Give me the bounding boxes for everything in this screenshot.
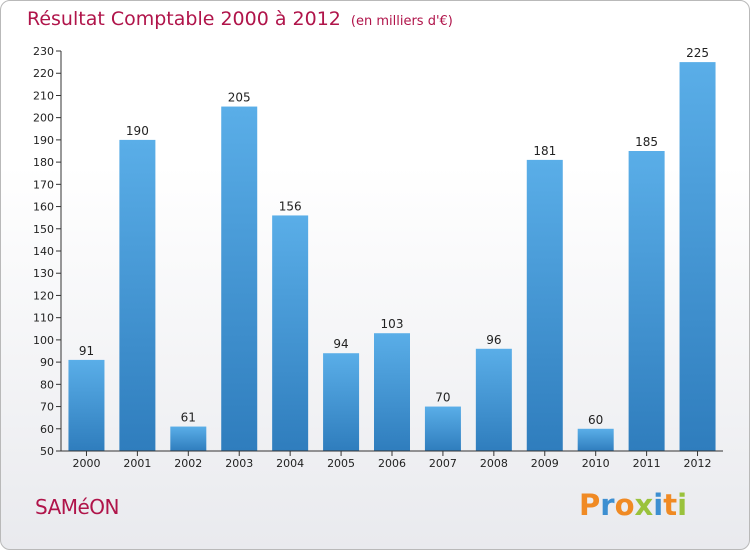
- commune-name: SAMéON: [35, 495, 120, 519]
- proxiti-logo[interactable]: Proxiti: [579, 488, 687, 522]
- bar-2002: [170, 426, 207, 451]
- y-tick-label: 60: [40, 423, 54, 436]
- y-tick-label: 180: [33, 156, 54, 169]
- x-tick-label-2012: 2012: [684, 457, 712, 470]
- y-tick-label: 100: [33, 334, 54, 347]
- bar-2003: [221, 106, 258, 452]
- data-label-2009: 181: [533, 144, 556, 158]
- y-tick-label: 80: [40, 378, 54, 391]
- x-tick-label-2001: 2001: [123, 457, 151, 470]
- data-label-2000: 91: [79, 344, 94, 358]
- data-label-2010: 60: [588, 413, 603, 427]
- logo-letter: i: [677, 488, 688, 522]
- bar-2006: [374, 333, 410, 451]
- y-tick-label: 160: [33, 201, 54, 214]
- logo-letter: t: [663, 488, 678, 522]
- x-tick-label-2003: 2003: [225, 457, 253, 470]
- data-label-2006: 103: [381, 317, 404, 331]
- x-tick-label-2007: 2007: [429, 457, 457, 470]
- bar-2005: [323, 353, 360, 451]
- data-label-2004: 156: [279, 199, 302, 213]
- x-tick-label-2005: 2005: [327, 457, 355, 470]
- y-tick-label: 120: [33, 289, 54, 302]
- bar-2001: [119, 139, 156, 451]
- data-label-2011: 185: [635, 135, 658, 149]
- logo-letter: i: [653, 488, 664, 522]
- x-tick-label-2011: 2011: [633, 457, 661, 470]
- data-label-2002: 61: [181, 411, 196, 425]
- data-label-2008: 96: [486, 333, 501, 347]
- data-label-2001: 190: [126, 124, 149, 138]
- bar-2007: [424, 406, 461, 451]
- y-axis: 50 60 70 80 90 100 110 120 130 140 150 160 170 180 190…: [33, 45, 62, 458]
- y-tick-label: 70: [40, 401, 54, 414]
- x-axis: 2000 2001 2002 2003 2004 2005 2006 2007 2008 2009…: [61, 450, 723, 470]
- bar-2004: [272, 215, 309, 451]
- x-tick-label-2009: 2009: [531, 457, 559, 470]
- bar-2011: [628, 151, 665, 451]
- x-tick-label-2002: 2002: [174, 457, 202, 470]
- data-label-2012: 225: [686, 46, 709, 60]
- data-label-2003: 205: [228, 91, 251, 105]
- y-tick-label: 210: [33, 89, 54, 102]
- y-tick-label: 50: [40, 445, 54, 458]
- y-tick-label: 150: [33, 223, 54, 236]
- chart-title: Résultat Comptable 2000 à 2012 (en millie…: [27, 8, 453, 30]
- y-tick-label: 110: [33, 312, 54, 325]
- bar-2010: [577, 428, 614, 451]
- x-tick-label-2000: 2000: [72, 457, 100, 470]
- y-tick-label: 200: [33, 112, 54, 125]
- x-tick-label-2006: 2006: [378, 457, 406, 470]
- y-tick-label: 220: [33, 67, 54, 80]
- logo-letter: o: [614, 488, 635, 522]
- logo-letter: r: [600, 488, 615, 522]
- chart-unit: (en milliers d'€): [350, 14, 453, 29]
- chart-title-text: Résultat Comptable 2000 à 2012: [27, 8, 341, 30]
- bar-series: 91 190 61 205 156 94 103 70 96 181 60 185 225: [68, 46, 716, 452]
- y-tick-label: 170: [33, 178, 54, 191]
- bar-2000: [68, 359, 105, 451]
- logo-letter: P: [579, 488, 601, 522]
- x-tick-label-2004: 2004: [276, 457, 304, 470]
- x-tick-label-2008: 2008: [480, 457, 508, 470]
- bar-2009: [526, 159, 563, 451]
- y-tick-label: 130: [33, 267, 54, 280]
- y-tick-label: 90: [40, 356, 54, 369]
- x-tick-label-2010: 2010: [582, 457, 610, 470]
- logo-letter: x: [634, 488, 654, 522]
- y-tick-label: 140: [33, 245, 54, 258]
- data-label-2005: 94: [333, 337, 348, 351]
- y-tick-label: 190: [33, 134, 54, 147]
- y-tick-label: 230: [33, 45, 54, 58]
- bar-2012: [679, 62, 716, 451]
- data-label-2007: 70: [435, 391, 450, 405]
- bar-2008: [475, 348, 512, 451]
